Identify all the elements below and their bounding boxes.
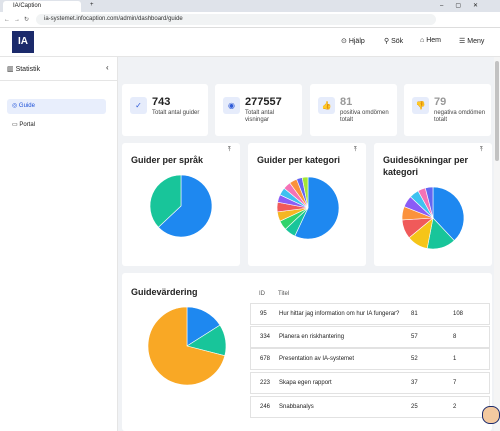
nav-item[interactable]: ⌂ Hem [420,37,441,44]
export[interactable]: ⤒ [354,147,357,153]
export[interactable]: ⤒ [228,147,231,153]
stat-icon: 👎 [412,97,429,114]
sidebar-item[interactable]: ▭ Portal [12,122,36,128]
stat-card: ◉ 277557 Totalt antal visningar [215,84,302,136]
stat-value: 277557 [245,96,282,108]
table-cell: 246 [260,404,271,410]
nav-item[interactable]: ⚲ Sök [384,38,404,45]
pie-slice[interactable] [147,306,226,386]
table-cell: 25 [411,404,418,410]
table-cell: 334 [260,334,271,340]
stat-icon: 👍 [318,97,335,114]
stat-value: 743 [152,96,171,108]
scrollbar [494,57,500,431]
stat-value: 81 [340,96,353,108]
stat-card: 👎 79 negativa omdömen totalt [404,84,491,136]
stat-label: negativa omdömen totalt [434,110,486,123]
tab[interactable]: IA/Caption [3,1,81,12]
table-cell: 7 [453,380,457,386]
stat-label: Totalt antal visningar [245,110,275,123]
address-bar: ←→↻ ia-systemet.infocaption.com/admin/da… [0,12,500,28]
table-cell: 57 [411,334,418,340]
pie-slice[interactable] [432,186,465,242]
stat-card: 👍 81 positiva omdömen totalt [310,84,397,136]
window-controls[interactable]: –▢✕ [440,3,491,9]
nav-item[interactable]: ☰ Meny [459,38,485,45]
pie-slice[interactable] [157,174,213,238]
nav-item[interactable]: ⊙ Hjälp [341,38,365,45]
table-header: ID [259,291,265,297]
scroll-thumb[interactable] [495,61,499,161]
table-cell: Hur hittar jag information om hur IA fun… [279,311,400,317]
table-cell: Planera en riskhantering [279,334,345,340]
collapse[interactable]: ‹ [106,63,109,72]
table-row[interactable]: 678 Presentation av IA-systemet 52 1 [250,348,490,370]
chart-title: Guider per kategori [257,155,341,165]
url[interactable]: ia-systemet.infocaption.com/admin/dashbo… [36,14,436,25]
stat-icon: ◉ [223,97,240,114]
sidebar-item[interactable]: ◎ Guide [7,99,106,114]
nav-label: Hem [426,37,441,44]
nav-label: Hjälp [348,38,365,45]
table-cell: 81 [411,311,418,317]
table-row[interactable]: 223 Skapa egen rapport 37 7 [250,372,490,394]
nav-label: Sök [391,38,404,45]
table-cell: 2 [453,404,457,410]
sidebar: ▥ Statistik ‹ ◎ Guide ▭ Portal [0,57,118,431]
sidebar-title-text: Statistik [15,66,41,73]
table-header: Titel [278,291,290,297]
app-header: IA ⊙ Hjälp ⚲ Sök ⌂ Hem ☰ Meny [0,28,500,57]
new-tab[interactable]: + [90,2,94,8]
pie-slice[interactable] [149,174,182,228]
sidebar-title: ▥ Statistik [7,66,41,73]
table-cell: Skapa egen rapport [279,380,332,386]
sidebar-item-text: Portal [19,122,36,128]
table-cell: 37 [411,380,418,386]
sidebar-item-text: Guide [18,103,35,109]
chart-title: Guider per språk [131,155,204,165]
stat-card: ✓ 743 Totalt antal guider [122,84,208,136]
table-cell: 8 [453,334,457,340]
table-cell: 678 [260,356,271,362]
stat-icon: ✓ [130,97,147,114]
tab-bar: IA/Caption + –▢✕ [0,0,500,12]
table-cell: Presentation av IA-systemet [279,356,355,362]
pie-slice[interactable] [301,176,309,209]
table-cell: 95 [260,311,267,317]
divider [0,80,117,81]
nav-label: Meny [467,38,485,45]
stat-value: 79 [434,96,447,108]
chart-title: Guidesökningar per kategori [383,155,469,177]
table-cell: Snabbanalys [279,404,314,410]
table-cell: 223 [260,380,271,386]
stat-label: positiva omdömen totalt [340,110,389,123]
export[interactable]: ⤒ [480,147,483,153]
chart-title: Guidevärdering [131,287,198,297]
table-row[interactable]: 95 Hur hittar jag information om hur IA f… [250,303,490,325]
pie-slice[interactable] [294,176,340,240]
logo[interactable]: IA [12,31,34,53]
table-row[interactable]: 246 Snabbanalys 25 2 [250,396,490,418]
pie-slice[interactable] [424,186,434,219]
nav-buttons[interactable]: ←→↻ [4,17,34,23]
assistant[interactable] [482,406,500,424]
table-cell: 108 [453,311,464,317]
table-cell: 1 [453,356,457,362]
table-row[interactable]: 334 Planera en riskhantering 57 8 [250,326,490,348]
stat-label: Totalt antal guider [152,110,200,116]
table-cell: 52 [411,356,418,362]
